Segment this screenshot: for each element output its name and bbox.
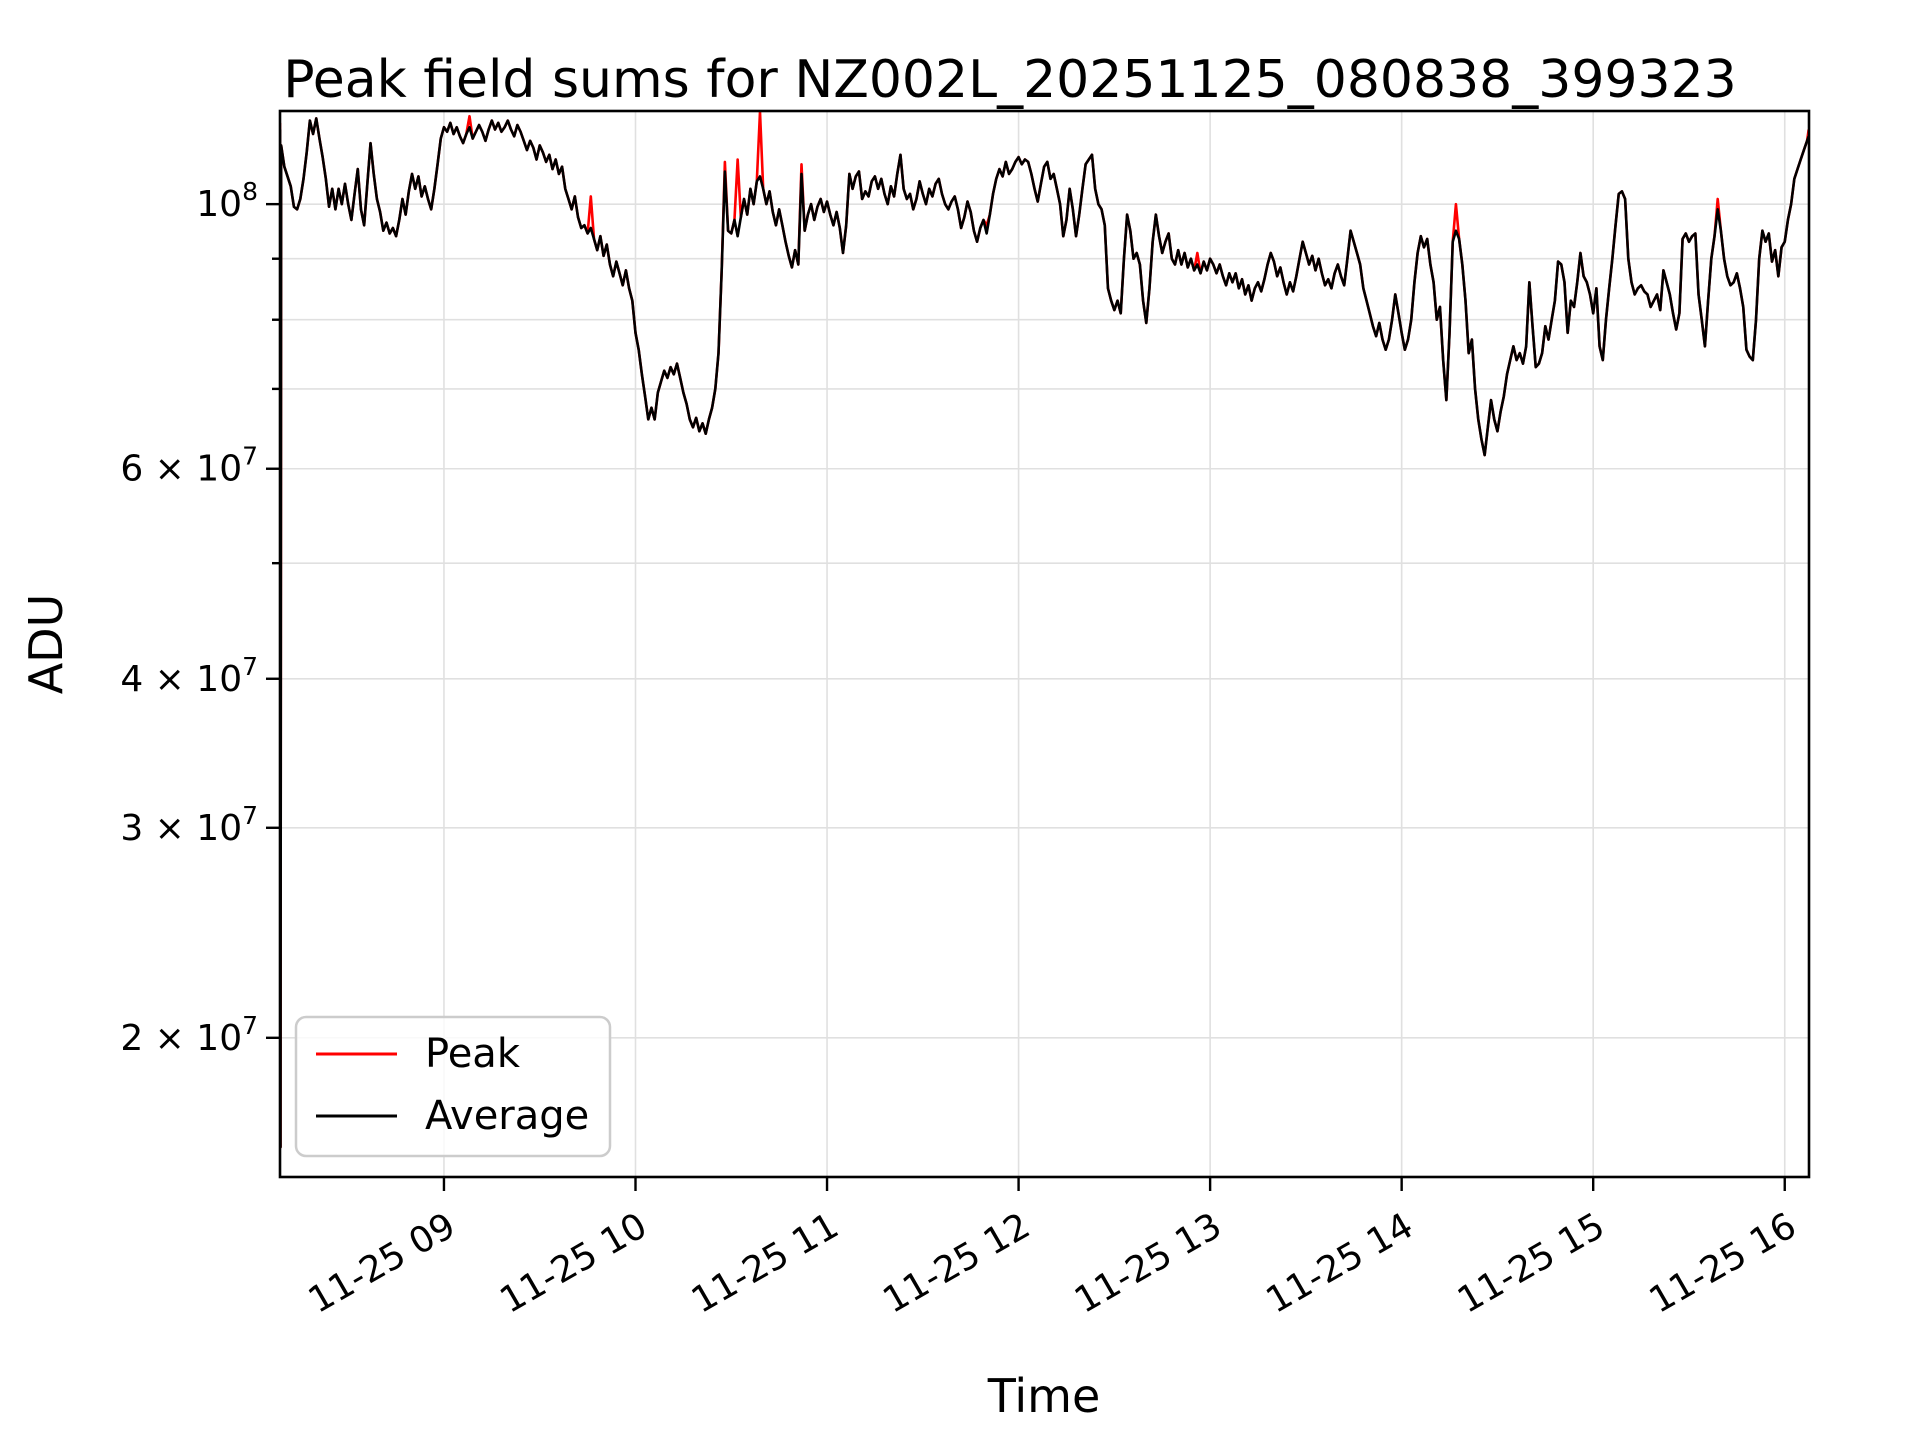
axes-border: [278, 109, 1811, 1179]
chart-title: Peak field sums for NZ002L_20251125_0808…: [283, 50, 1737, 110]
legend-box: [294, 1015, 612, 1158]
x-tick-label: 11-25 12: [876, 1205, 1037, 1321]
x-tick-labels: 11-25 09 11-25 10 11-25 11 11-25 12 11-25 13…: [302, 1205, 1803, 1321]
x-tick-label: 11-25 11: [685, 1205, 846, 1321]
legend-peak-label: Peak: [425, 1031, 521, 1077]
y-tick-label: 6 × 107: [120, 442, 258, 490]
y-tick-labels: 108 6 × 107 4 × 107 3 × 107 2 × 107: [120, 177, 258, 1059]
y-tick-label: 108: [196, 177, 258, 225]
x-tick-label: 11-25 10: [493, 1205, 654, 1321]
legend-average-label: Average: [425, 1093, 589, 1139]
y-tick-label: 4 × 107: [120, 652, 258, 700]
x-tick-label: 11-25 09: [302, 1205, 463, 1321]
plot-area: [280, 111, 1809, 1177]
x-tick-label: 11-25 13: [1068, 1205, 1229, 1321]
x-tick-label: 11-25 14: [1259, 1205, 1420, 1321]
y-tick-label: 2 × 107: [120, 1011, 258, 1059]
x-tick-label: 11-25 15: [1451, 1205, 1612, 1321]
grid-lines: [280, 111, 1809, 1177]
x-axis-label: Time: [987, 1369, 1101, 1423]
y-tick-label: 3 × 107: [120, 801, 258, 849]
x-tick-label: 11-25 16: [1643, 1205, 1804, 1321]
y-axis-label: ADU: [19, 594, 73, 695]
axis-ticks: [266, 202, 1786, 1191]
legend: Peak Average: [294, 1015, 612, 1158]
average-line: [280, 117, 1809, 1149]
